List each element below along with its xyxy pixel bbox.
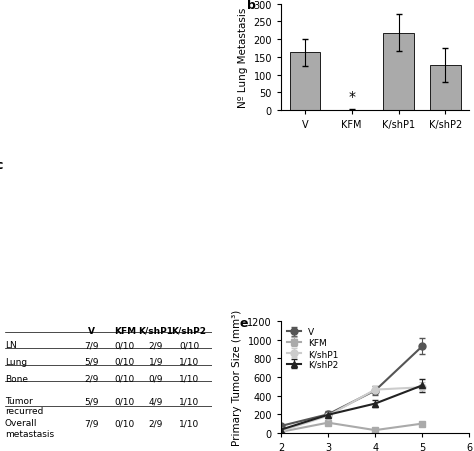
Text: 0/10: 0/10: [179, 341, 199, 350]
Text: *: *: [348, 90, 355, 104]
Text: 1/10: 1/10: [179, 374, 199, 383]
Text: Overall
metastasis: Overall metastasis: [5, 419, 54, 438]
Text: 2/9: 2/9: [84, 374, 99, 383]
Text: K/shP2: K/shP2: [172, 326, 207, 335]
Text: 0/9: 0/9: [149, 374, 163, 383]
Text: K/shP1: K/shP1: [138, 326, 173, 335]
Text: 0/10: 0/10: [115, 374, 135, 383]
Text: LN: LN: [5, 341, 17, 350]
Bar: [337, 110, 367, 111]
Text: 1/10: 1/10: [179, 396, 199, 405]
Text: 0/10: 0/10: [115, 341, 135, 350]
Bar: [290, 53, 320, 111]
Text: Lung: Lung: [5, 357, 27, 366]
Text: 0/10: 0/10: [115, 357, 135, 366]
Y-axis label: Primary Tumor Size (mm³): Primary Tumor Size (mm³): [232, 309, 242, 445]
Legend: V, KFM, K/shP1, K/shP2: V, KFM, K/shP1, K/shP2: [285, 326, 340, 371]
Text: Bone: Bone: [5, 374, 28, 383]
Text: c: c: [0, 158, 3, 171]
Text: KFM: KFM: [114, 326, 136, 335]
Text: 7/9: 7/9: [84, 419, 99, 428]
Text: 4/9: 4/9: [149, 396, 163, 405]
Y-axis label: Nº Lung Metastasis: Nº Lung Metastasis: [238, 8, 248, 108]
Text: 0/10: 0/10: [115, 396, 135, 405]
Text: e: e: [239, 316, 248, 329]
Text: 5/9: 5/9: [84, 357, 99, 366]
Bar: [430, 65, 461, 111]
Text: 5/9: 5/9: [84, 396, 99, 405]
Text: 1/9: 1/9: [149, 357, 163, 366]
Text: 7/9: 7/9: [84, 341, 99, 350]
Text: 2/9: 2/9: [149, 341, 163, 350]
Text: 0/10: 0/10: [115, 419, 135, 428]
Text: b: b: [247, 0, 256, 12]
Text: Tumor
recurred: Tumor recurred: [5, 396, 43, 415]
Bar: [383, 34, 414, 111]
Text: 2/9: 2/9: [149, 419, 163, 428]
Text: 1/10: 1/10: [179, 419, 199, 428]
Text: V: V: [88, 326, 95, 335]
Text: 1/10: 1/10: [179, 357, 199, 366]
